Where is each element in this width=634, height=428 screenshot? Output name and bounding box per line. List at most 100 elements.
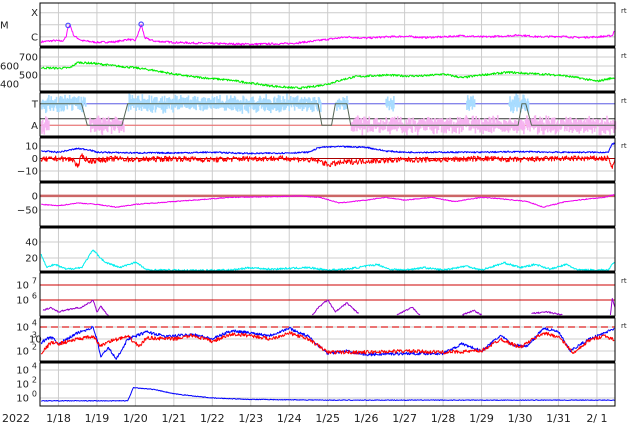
away-sector-mark xyxy=(532,118,534,125)
away-sector-mark xyxy=(415,124,417,128)
away-sector-mark xyxy=(586,124,589,132)
toward-sector-mark xyxy=(213,97,216,109)
away-sector-mark xyxy=(603,125,605,133)
y-tick-label: C xyxy=(31,32,38,43)
away-sector-mark xyxy=(460,124,463,133)
away-sector-mark xyxy=(362,126,364,130)
away-sector-mark xyxy=(352,125,354,132)
toward-sector-mark xyxy=(219,94,221,108)
toward-sector-mark xyxy=(311,102,314,113)
toward-sector-mark xyxy=(316,103,319,112)
series-bt xyxy=(41,142,616,155)
y-tick-exponent: 4 xyxy=(32,319,37,328)
toward-sector-mark xyxy=(70,98,72,104)
x-tick-label: 1/28 xyxy=(431,412,456,424)
toward-sector-mark xyxy=(241,101,244,114)
away-sector-mark xyxy=(376,117,378,128)
toward-sector-mark xyxy=(192,96,194,107)
x-tick-label: 1/19 xyxy=(85,412,110,424)
toward-sector-mark xyxy=(339,102,341,110)
toward-sector-mark xyxy=(341,102,344,107)
away-sector-mark xyxy=(384,123,387,129)
away-sector-mark xyxy=(101,122,104,136)
y-tick-label: 10 xyxy=(29,335,42,346)
toward-sector-mark xyxy=(201,97,204,106)
away-sector-mark xyxy=(379,125,381,133)
rt-label: rt xyxy=(621,7,627,15)
away-sector-mark xyxy=(467,118,470,125)
away-sector-mark xyxy=(41,121,43,134)
toward-sector-mark xyxy=(187,95,190,108)
x-tick-label: 2/ 1 xyxy=(586,412,607,424)
y-tick-label: −50 xyxy=(17,205,38,216)
away-sector-mark xyxy=(357,116,360,127)
away-sector-mark xyxy=(489,124,491,133)
away-sector-mark xyxy=(516,120,518,134)
toward-sector-mark xyxy=(472,95,474,107)
away-sector-mark xyxy=(544,124,547,131)
y-tick-label: 600 xyxy=(0,61,19,72)
toward-sector-mark xyxy=(74,97,76,105)
series-fluence xyxy=(311,299,359,316)
rt-label: rt xyxy=(621,142,627,150)
series-bz xyxy=(40,153,616,169)
toward-sector-mark xyxy=(300,97,303,104)
toward-sector-mark xyxy=(45,101,48,112)
away-sector-mark xyxy=(553,117,556,130)
toward-sector-mark xyxy=(305,98,307,102)
x-tick-label: 1/22 xyxy=(200,412,225,424)
toward-sector-mark xyxy=(296,95,299,107)
away-sector-mark xyxy=(391,117,394,130)
rt-label: rt xyxy=(621,322,627,330)
toward-sector-mark xyxy=(520,101,522,113)
toward-sector-mark xyxy=(301,103,304,111)
series-density xyxy=(40,249,615,272)
toward-sector-mark xyxy=(265,94,267,108)
panel-imf-bt-bz: 100 −10 rt xyxy=(17,135,627,182)
away-sector-mark xyxy=(103,118,105,131)
toward-sector-mark xyxy=(205,101,207,110)
toward-sector-mark xyxy=(385,98,387,106)
y-tick-label: 40 xyxy=(25,238,38,249)
sector-line xyxy=(40,103,615,126)
toward-sector-mark xyxy=(195,101,197,111)
toward-sector-mark xyxy=(180,97,183,108)
y-tick-exponent: 0 xyxy=(32,390,37,399)
away-sector-mark xyxy=(504,120,507,132)
series-e-gt-2MeV xyxy=(40,331,615,355)
toward-sector-mark xyxy=(515,93,517,106)
y-tick-label: 0 xyxy=(32,191,38,202)
toward-sector-mark xyxy=(150,102,152,112)
away-sector-mark xyxy=(372,124,374,132)
x-tick-label: 1/21 xyxy=(161,412,186,424)
toward-sector-mark xyxy=(288,101,291,112)
away-sector-mark xyxy=(452,125,454,132)
away-sector-mark xyxy=(548,121,551,128)
away-sector-mark xyxy=(572,123,574,132)
away-sector-mark xyxy=(411,124,414,133)
toward-sector-mark xyxy=(220,104,223,108)
away-sector-mark xyxy=(366,120,369,133)
toward-sector-mark xyxy=(386,96,389,106)
away-sector-mark xyxy=(533,125,535,130)
away-sector-mark xyxy=(374,117,377,129)
toward-sector-mark xyxy=(223,104,226,111)
away-sector-mark xyxy=(505,121,507,125)
away-sector-mark xyxy=(104,117,107,130)
toward-sector-mark xyxy=(230,100,233,111)
away-sector-mark xyxy=(450,119,453,128)
y-tick-label: 400 xyxy=(0,79,19,90)
away-sector-mark xyxy=(43,123,46,135)
away-sector-mark xyxy=(540,126,543,131)
toward-sector-mark xyxy=(278,99,281,113)
toward-sector-mark xyxy=(196,96,199,105)
y-tick-label: 10 xyxy=(25,142,38,153)
toward-sector-mark xyxy=(338,98,341,106)
away-sector-mark xyxy=(514,119,517,128)
away-sector-mark xyxy=(540,120,542,125)
y-tick-label: 0 xyxy=(32,154,38,165)
x-tick-label: 1/31 xyxy=(546,412,571,424)
x-tick-label: 1/25 xyxy=(315,412,340,424)
